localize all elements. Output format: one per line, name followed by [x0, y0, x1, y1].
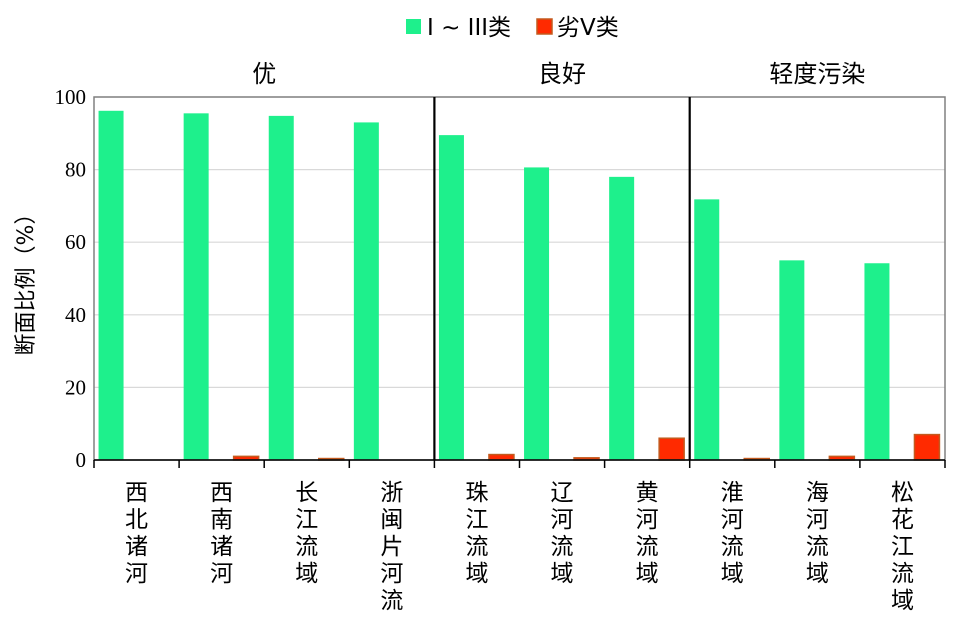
- category-label: 西南诸河: [210, 480, 233, 587]
- bar-bad: [488, 453, 515, 461]
- y-tick-label: 20: [65, 375, 86, 399]
- y-tick-label: 100: [55, 85, 87, 109]
- category-label: 辽河流域: [551, 480, 574, 587]
- y-tick-label: 80: [65, 158, 86, 182]
- plot-frame: [93, 96, 946, 461]
- category-label: 黄河流域: [636, 480, 659, 587]
- group-labels: 优 良好 轻度污染: [252, 60, 865, 460]
- category-label: 长江流域: [295, 480, 318, 587]
- legend: I ~ III类 劣V类: [406, 15, 619, 41]
- bar-good: [438, 135, 464, 461]
- group-label: 轻度污染: [769, 60, 865, 88]
- group-label: 优: [252, 60, 276, 88]
- y-tick-label: 60: [65, 230, 86, 254]
- category-labels: 西北诸河 西南诸河 长江流域 浙闽片河流 珠江流域 辽河流域 黄河流域 淮河流域 海河流域 松花江…: [125, 480, 914, 614]
- legend-swatch-bad: [536, 18, 553, 35]
- category-label: 海河流域: [806, 480, 829, 587]
- legend-label-good: I ~ III类: [427, 15, 511, 41]
- bar-good: [779, 260, 805, 460]
- bar-good: [609, 176, 635, 461]
- category-label: 淮河流域: [721, 480, 744, 587]
- y-tick-label: 0: [76, 448, 87, 472]
- y-axis-label: 断面比例（%）: [14, 203, 39, 356]
- y-tick-label: 40: [65, 303, 86, 327]
- group-label: 良好: [538, 60, 586, 88]
- bar-good: [98, 110, 124, 460]
- bar-good: [694, 199, 720, 460]
- category-label: 西北诸河: [125, 480, 148, 587]
- category-label: 珠江流域: [465, 480, 488, 587]
- bar-good: [183, 113, 209, 461]
- bars: [98, 110, 941, 461]
- bar-good: [268, 115, 294, 460]
- bar-good: [524, 167, 550, 460]
- bar-good: [353, 122, 379, 460]
- legend-swatch-good: [406, 19, 421, 34]
- legend-label-bad: 劣V类: [557, 15, 619, 41]
- bar-bad: [658, 437, 685, 461]
- category-label: 浙闽片河流: [380, 480, 403, 614]
- category-label: 松花江流域: [891, 480, 914, 614]
- gridlines: [94, 96, 945, 388]
- bar-good: [864, 263, 890, 460]
- axes: 0 20 40 60 80 100: [55, 85, 946, 472]
- bar-bad: [913, 433, 941, 461]
